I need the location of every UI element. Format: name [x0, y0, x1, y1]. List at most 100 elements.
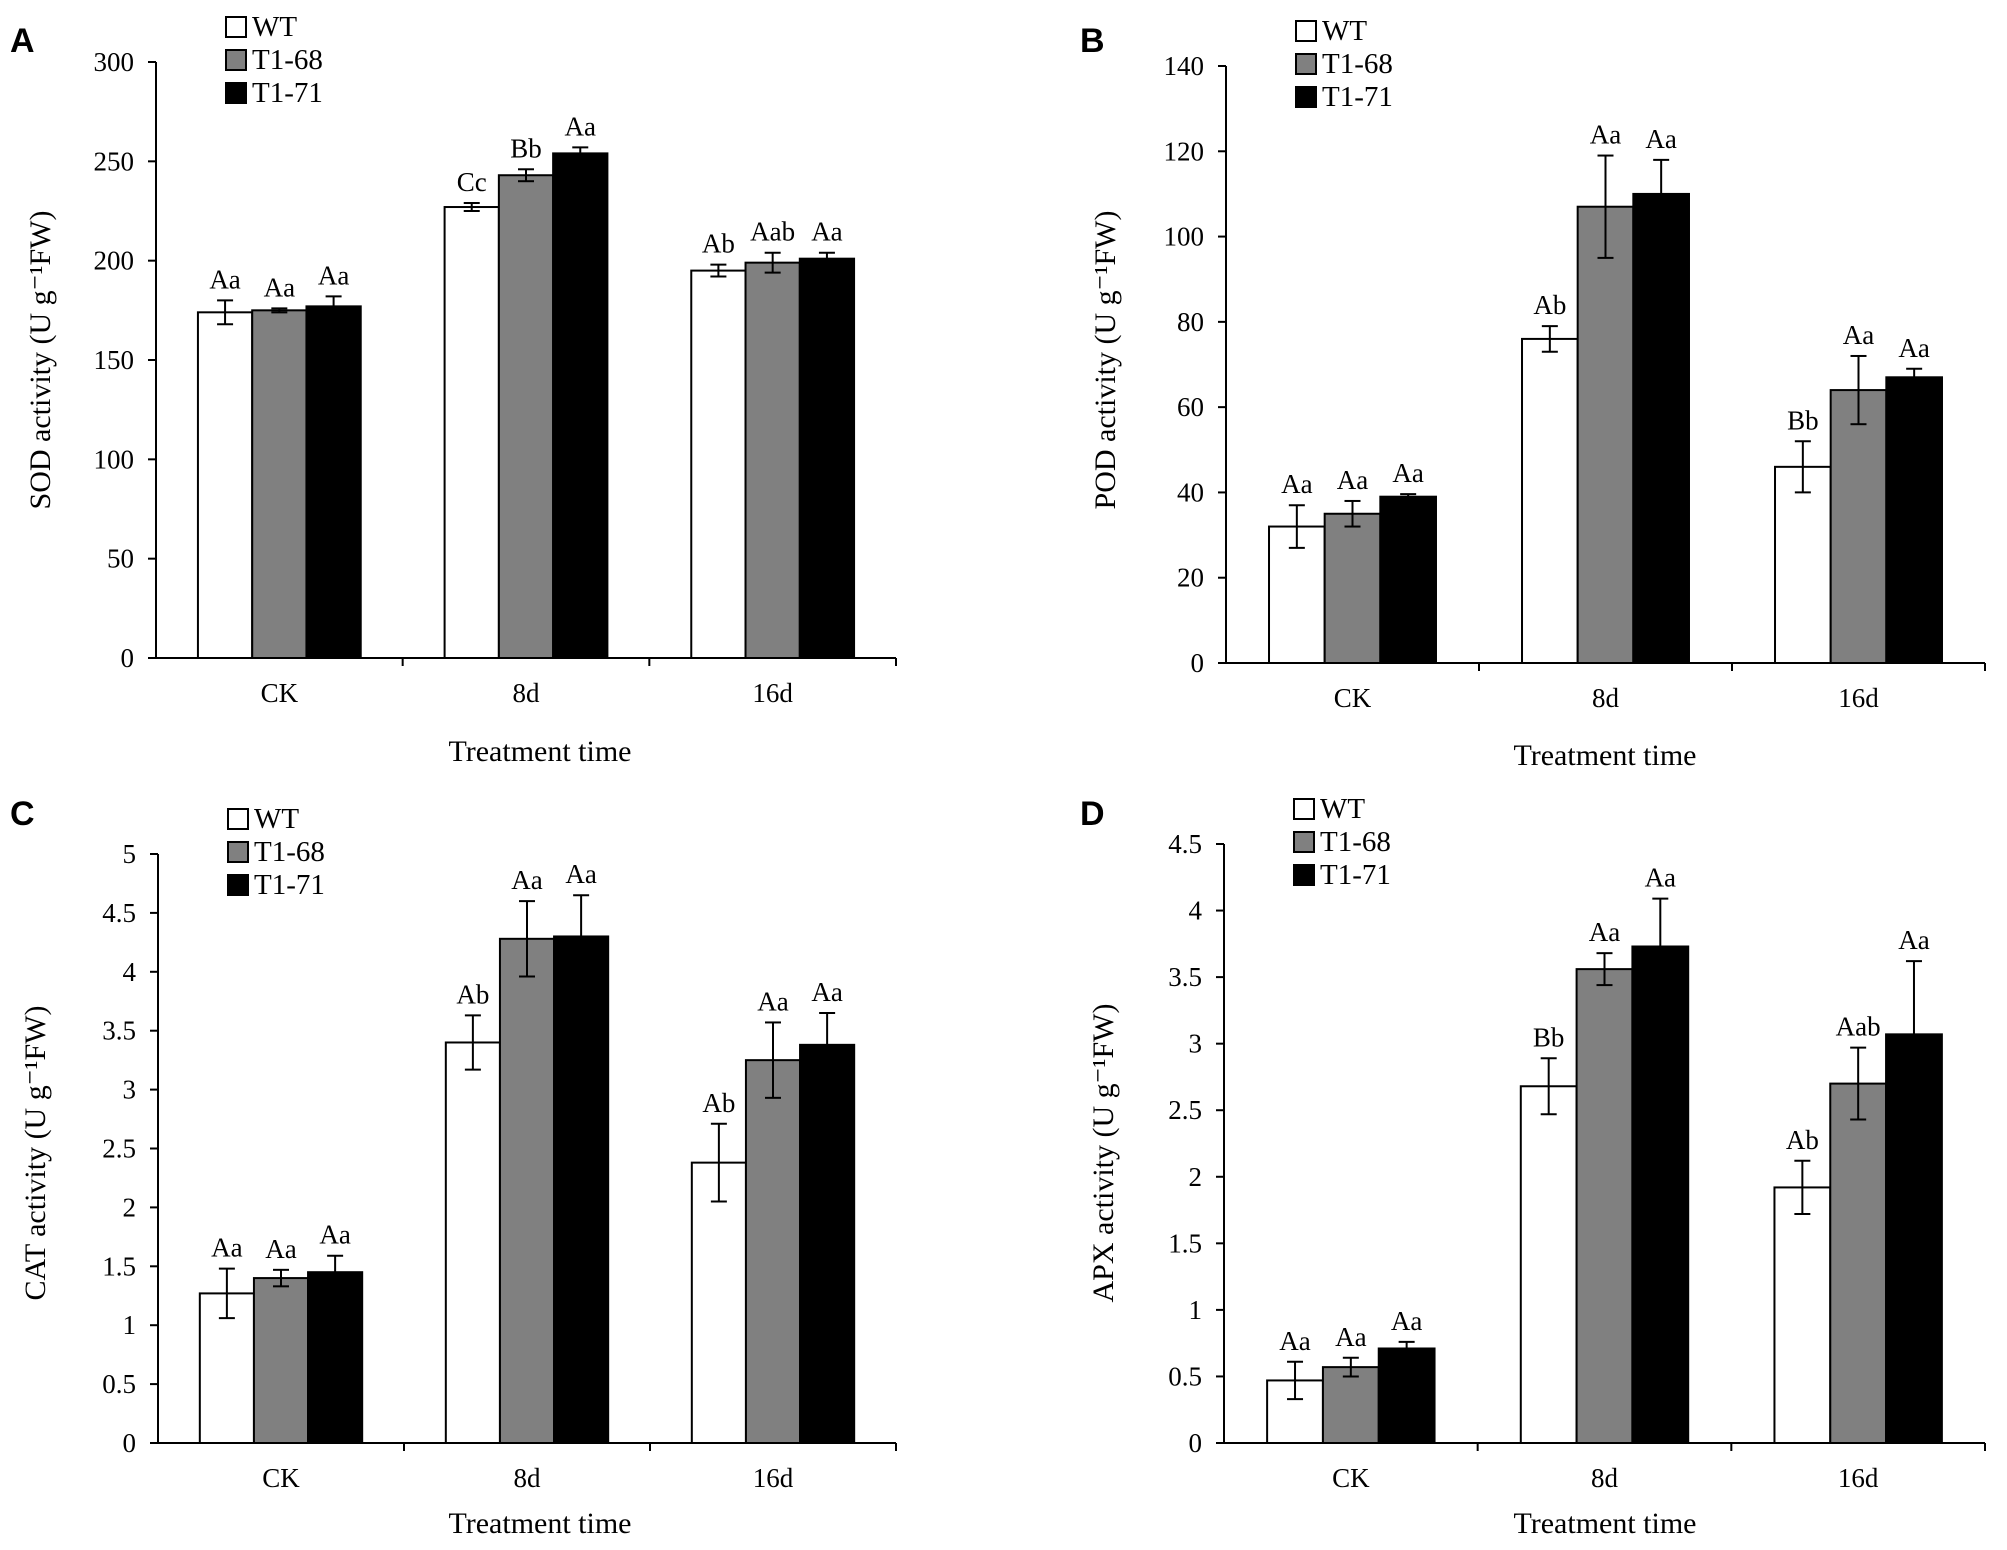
legend-label: WT — [1322, 15, 1367, 47]
y-tick-label: 0 — [1191, 648, 1205, 678]
y-tick-label: 3 — [123, 1075, 137, 1105]
bar-wt — [1773, 1186, 1832, 1444]
legend-swatch — [225, 82, 247, 104]
significance-label: Bb — [510, 133, 542, 163]
significance-label: Ab — [702, 229, 735, 259]
y-tick-label: 100 — [1164, 222, 1205, 252]
bar-wt — [196, 311, 254, 659]
bar-wt — [1519, 1085, 1578, 1444]
bar-t1-68 — [1321, 1366, 1380, 1444]
bar-wt — [444, 1041, 501, 1444]
x-tick-label: CK — [262, 1463, 300, 1493]
significance-label: Aab — [750, 217, 795, 247]
y-tick-label: 140 — [1164, 51, 1205, 81]
panel-letter-c: C — [10, 795, 35, 833]
significance-label: Aa — [209, 264, 240, 294]
x-tick-label: 16d — [1838, 683, 1879, 713]
significance-label: Aa — [1391, 1306, 1422, 1336]
y-tick-label: 2.5 — [102, 1134, 136, 1164]
y-tick-label: 300 — [94, 47, 135, 77]
y-axis-title: POD activity (U g⁻¹FW) — [1089, 211, 1122, 510]
bar-wt — [443, 206, 500, 659]
y-tick-label: 2 — [123, 1192, 137, 1222]
x-tick-label: CK — [1332, 1463, 1370, 1493]
chart-b: B POD activity (U g⁻¹FW) Treatment time … — [1080, 15, 1986, 772]
panel-b: B POD activity (U g⁻¹FW) Treatment time … — [1070, 0, 2007, 775]
x-tick-label: CK — [261, 678, 299, 708]
bar-t1-71 — [798, 257, 856, 659]
significance-label: Cc — [457, 167, 487, 197]
significance-label: Aa — [511, 865, 542, 895]
legend-swatch — [1293, 831, 1315, 853]
legend-label: T1-68 — [252, 44, 323, 76]
y-tick-label: 2.5 — [1168, 1095, 1202, 1125]
chart-d: D APX activity (U g⁻¹FW) Treatment time … — [1080, 793, 1986, 1540]
y-tick-label: 4 — [123, 957, 137, 987]
significance-label: Aa — [1645, 124, 1676, 154]
bar-wt — [1521, 337, 1579, 664]
y-tick-label: 3 — [1189, 1029, 1203, 1059]
bar-t1-68 — [1323, 512, 1382, 664]
bar-t1-71 — [305, 305, 362, 659]
bar-t1-71 — [307, 1271, 364, 1444]
significance-label: Bb — [1787, 405, 1819, 435]
bar-t1-68 — [1829, 389, 1888, 664]
significance-label: Aa — [757, 986, 788, 1016]
significance-label: Aa — [264, 272, 295, 302]
legend-swatch — [1295, 86, 1317, 108]
significance-label: Aa — [211, 1233, 242, 1263]
x-axis-title: Treatment time — [448, 1507, 631, 1540]
y-tick-label: 0 — [123, 1428, 137, 1458]
significance-label: Ab — [1786, 1125, 1819, 1155]
significance-label: Aa — [319, 1220, 350, 1250]
y-tick-label: 100 — [94, 444, 135, 474]
bar-t1-68 — [1576, 205, 1635, 664]
bar-t1-68 — [498, 937, 556, 1444]
legend-label: T1-68 — [1322, 48, 1393, 80]
y-tick-label: 200 — [94, 246, 135, 276]
significance-label: Aa — [1281, 469, 1312, 499]
legend-label: T1-68 — [1320, 826, 1391, 858]
legend-label: T1-71 — [1322, 81, 1393, 113]
legend-swatch — [1293, 798, 1315, 820]
bar-wt — [690, 1161, 747, 1444]
significance-label: Aa — [318, 260, 349, 290]
bar-t1-71 — [1885, 376, 1943, 664]
legend-swatch — [227, 841, 249, 863]
significance-label: Aa — [811, 217, 842, 247]
significance-label: Aa — [1843, 320, 1874, 350]
significance-label: Aa — [1589, 917, 1620, 947]
significance-label: Aa — [1645, 863, 1676, 893]
y-tick-label: 0.5 — [102, 1369, 136, 1399]
y-tick-label: 4.5 — [102, 898, 136, 928]
y-tick-label: 3.5 — [102, 1016, 136, 1046]
y-tick-label: 5 — [123, 839, 137, 869]
chart-a: A SOD activity (U g⁻¹FW) Treatment time … — [10, 11, 897, 768]
y-tick-label: 250 — [94, 146, 135, 176]
x-tick-label: 8d — [514, 1463, 542, 1493]
y-axis-title: APX activity (U g⁻¹FW) — [1087, 1004, 1120, 1303]
y-tick-label: 0.5 — [1168, 1361, 1202, 1391]
panel-d: D APX activity (U g⁻¹FW) Treatment time … — [1070, 775, 2007, 1545]
bar-t1-71 — [553, 935, 610, 1445]
y-tick-label: 0 — [1189, 1428, 1203, 1458]
significance-label: Aa — [1392, 458, 1423, 488]
y-tick-label: 40 — [1177, 477, 1204, 507]
bar-t1-71 — [552, 152, 609, 660]
panel-a: A SOD activity (U g⁻¹FW) Treatment time … — [0, 0, 1000, 775]
significance-label: Aa — [1898, 925, 1929, 955]
y-tick-label: 1.5 — [1168, 1228, 1202, 1258]
legend-swatch — [227, 874, 249, 896]
x-tick-label: 16d — [1838, 1463, 1879, 1493]
legend-label: T1-71 — [252, 77, 323, 109]
legend-swatch — [1295, 20, 1317, 42]
legend-swatch — [225, 16, 247, 38]
legend-swatch — [1295, 53, 1317, 75]
bar-t1-68 — [497, 174, 555, 660]
legend-swatch — [227, 808, 249, 830]
legend-label: WT — [252, 11, 297, 43]
y-axis-title: CAT activity (U g⁻¹FW) — [19, 1005, 52, 1300]
x-tick-label: 8d — [1591, 1463, 1619, 1493]
significance-label: Aa — [1898, 333, 1929, 363]
legend-label: T1-68 — [254, 836, 325, 868]
